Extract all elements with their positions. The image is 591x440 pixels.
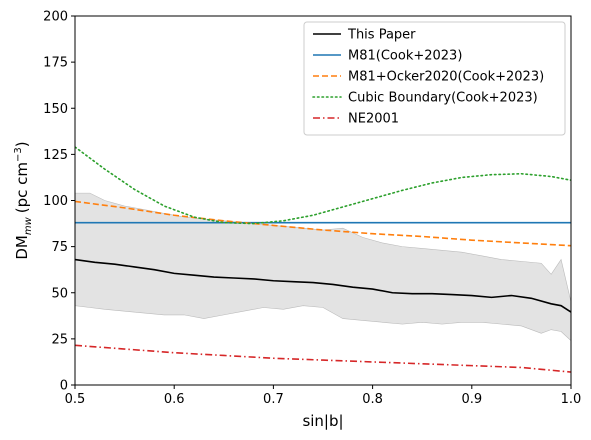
y-tick-label: 100 bbox=[43, 194, 68, 209]
legend-label: M81(Cook+2023) bbox=[348, 49, 462, 64]
series-line-cubic-boundary-cook-2023 bbox=[75, 146, 571, 225]
x-tick-label: 0.8 bbox=[362, 392, 383, 407]
y-tick-label: 175 bbox=[43, 56, 68, 71]
legend-entry-ne2001: NE2001 bbox=[313, 112, 399, 127]
y-axis-label-units: (pc cm bbox=[13, 162, 31, 213]
y-axis-label-subscript: mw bbox=[23, 216, 34, 235]
y-tick-label: 200 bbox=[43, 10, 68, 25]
y-axis-label: DMmw (pc cm−3) bbox=[13, 141, 34, 259]
y-tick-label: 0 bbox=[60, 379, 68, 394]
uncertainty-band bbox=[75, 192, 571, 342]
x-tick-label: 0.9 bbox=[461, 392, 482, 407]
y-axis-label-exponent: −3 bbox=[13, 147, 24, 162]
y-tick-label: 125 bbox=[43, 148, 68, 163]
y-tick-label: 50 bbox=[51, 286, 68, 301]
y-tick-label: 75 bbox=[51, 240, 68, 255]
legend-entry-cubic-boundary-cook-2023: Cubic Boundary(Cook+2023) bbox=[312, 91, 538, 106]
legend-label: M81+Ocker2020(Cook+2023) bbox=[348, 70, 544, 85]
y-axis-label-close: ) bbox=[13, 141, 31, 147]
y-axis-ticks: 0 25 50 75 100 125 150 175 200 bbox=[43, 10, 75, 394]
x-axis-ticks: 0.5 0.6 0.7 0.8 0.9 1.0 bbox=[65, 385, 582, 407]
y-axis-label-main: DM bbox=[13, 235, 31, 260]
legend-entry-m81-ocker2020-cook-2023: M81+Ocker2020(Cook+2023) bbox=[313, 70, 544, 85]
x-tick-label: 0.5 bbox=[65, 392, 86, 407]
legend-label: NE2001 bbox=[348, 112, 399, 127]
series-layer bbox=[75, 146, 571, 373]
series-line-m81-ocker2020-cook-2023 bbox=[75, 200, 571, 247]
legend-entry-this-paper: This Paper bbox=[313, 28, 416, 43]
legend-label: Cubic Boundary(Cook+2023) bbox=[348, 91, 538, 106]
legend-label: This Paper bbox=[347, 28, 416, 43]
x-tick-label: 1.0 bbox=[561, 392, 582, 407]
x-tick-label: 0.7 bbox=[263, 392, 284, 407]
x-tick-label: 0.6 bbox=[164, 392, 185, 407]
legend-box bbox=[303, 21, 566, 136]
legend: This Paper M81(Cook+2023) M81+Ocker2020(Co… bbox=[303, 21, 566, 136]
y-tick-label: 150 bbox=[43, 102, 68, 117]
y-tick-label: 25 bbox=[51, 332, 68, 347]
legend-entry-m81-cook-2023: M81(Cook+2023) bbox=[313, 49, 462, 64]
series-line-ne2001 bbox=[75, 344, 571, 373]
uncertainty-band-layer bbox=[75, 192, 571, 342]
legend-items: This Paper M81(Cook+2023) M81+Ocker2020(Co… bbox=[312, 28, 544, 127]
series-line-this-paper bbox=[75, 258, 571, 313]
x-axis-label: sin|b| bbox=[302, 412, 343, 430]
